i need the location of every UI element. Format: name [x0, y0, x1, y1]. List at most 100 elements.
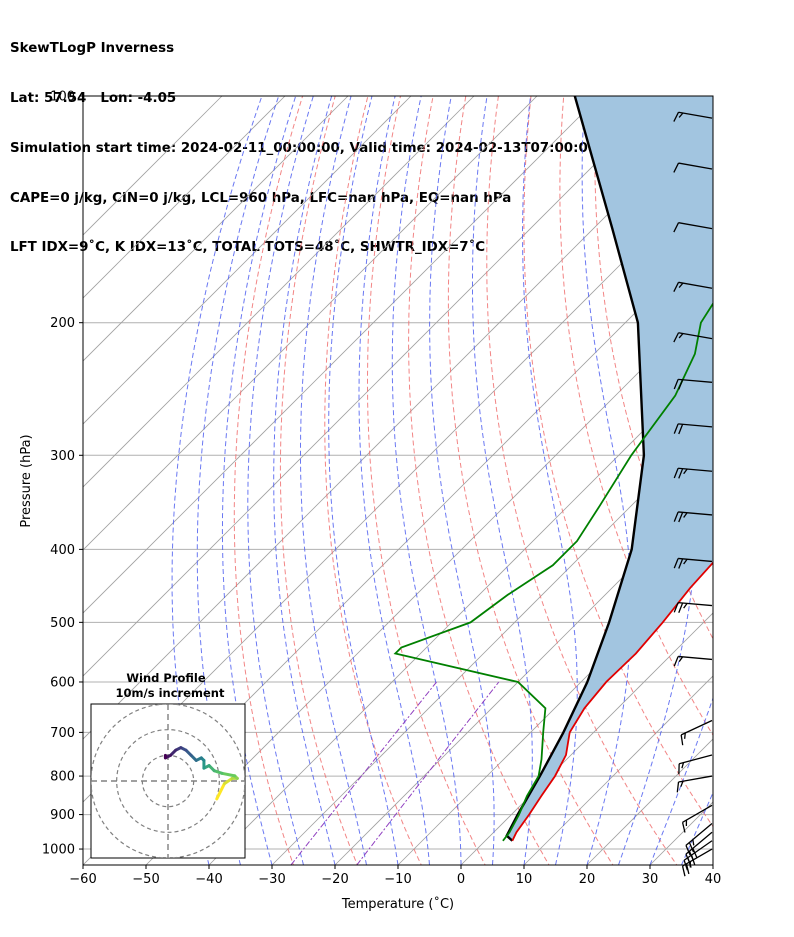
- wind-barb: [673, 423, 713, 435]
- moist-adiabat: [391, 96, 462, 865]
- wind-barbs: [673, 111, 713, 877]
- isotherm: [83, 96, 412, 425]
- y-tick-label: 900: [50, 808, 75, 823]
- hodograph-segment: [215, 782, 226, 801]
- x-tick-label: 0: [457, 872, 465, 887]
- isotherm: [208, 360, 713, 865]
- moist-adiabat: [273, 96, 336, 865]
- wind-barb: [681, 804, 713, 833]
- mixing-ratio-line: [356, 681, 500, 865]
- wind-barb: [673, 655, 713, 667]
- wind-barb: [685, 831, 713, 864]
- dry-adiabat: [758, 79, 794, 868]
- x-tick-label: −60: [69, 872, 96, 887]
- moist-adiabat: [522, 96, 578, 865]
- isotherm: [271, 423, 713, 865]
- simulation-times: Simulation start time: 2024-02-11_00:00:…: [10, 140, 621, 156]
- dry-adiabat: [523, 96, 713, 828]
- isotherm: [83, 96, 223, 236]
- wind-barb: [673, 281, 713, 292]
- profile-layer: [393, 96, 713, 842]
- y-tick-label: 400: [50, 543, 75, 558]
- dry-adiabat: [790, 79, 794, 868]
- dry-adiabat: [486, 96, 678, 865]
- axes: −60 −50 −40 −30 −20 −10 0 10 20 30 40 1000 900 800 700…: [42, 90, 721, 888]
- dry-adiabat: [559, 96, 713, 736]
- moist-adiabat: [618, 96, 698, 865]
- y-tick-label: 800: [50, 770, 75, 785]
- dry-adiabat: [447, 96, 614, 865]
- wind-barb: [673, 162, 713, 173]
- parcel-path-line: [505, 96, 646, 842]
- hodograph-title: Wind Profile: [126, 671, 206, 685]
- isotherm: [460, 612, 713, 865]
- temperature-line: [511, 561, 713, 842]
- y-tick-label: 100: [50, 90, 75, 105]
- wind-barb: [673, 378, 713, 390]
- wind-barb: [673, 467, 713, 479]
- y-tick-label: 200: [50, 316, 75, 331]
- x-tick-label: −30: [258, 872, 285, 887]
- moist-adiabat: [712, 863, 713, 865]
- moist-adiabat: [300, 96, 367, 865]
- wind-barb: [673, 601, 713, 613]
- hodograph-plot: [91, 704, 245, 858]
- moist-adiabat: [171, 96, 263, 865]
- wind-barb: [673, 511, 713, 523]
- dry-adiabat: [726, 79, 794, 868]
- stability-indices: LFT IDX=9˚C, K IDX=13˚C, TOTAL TOTS=48˚C…: [10, 240, 486, 256]
- isotherm: [83, 96, 349, 362]
- y-axis-label: Pressure (hPa): [19, 434, 34, 527]
- x-tick-label: 20: [579, 872, 596, 887]
- isotherm: [83, 96, 601, 614]
- background-lines: [83, 79, 794, 868]
- hodograph-segment: [222, 776, 234, 786]
- moist-adiabat: [429, 96, 495, 865]
- x-tick-label: 30: [642, 872, 659, 887]
- x-tick-label: −40: [195, 872, 222, 887]
- moist-adiabat: [681, 791, 713, 865]
- isotherm: [334, 486, 713, 865]
- dry-adiabat: [324, 96, 422, 865]
- isotherm: [145, 297, 713, 865]
- moist-adiabat: [472, 96, 533, 865]
- isotherm: [83, 96, 664, 677]
- isotherm: [83, 96, 538, 551]
- dry-adiabat: [594, 96, 713, 640]
- isotherm: [83, 96, 286, 299]
- y-tick-label: 600: [50, 675, 75, 690]
- wind-barb: [685, 823, 713, 856]
- station-title: SkewTLogP Inverness: [10, 41, 175, 57]
- y-tick-label: 700: [50, 726, 75, 741]
- wind-barb: [678, 754, 713, 775]
- x-tick-label: −50: [132, 872, 159, 887]
- x-axis-label: Temperature (˚C): [341, 896, 454, 912]
- isotherm: [397, 549, 713, 865]
- mixing-ratio-line: [290, 681, 437, 865]
- hodograph-segment: [220, 771, 237, 778]
- chart-header: SkewTLogP Inverness Lat: 57.54 Lon: -4.0…: [10, 8, 621, 274]
- wind-barb: [676, 775, 713, 793]
- cin-area: [506, 96, 713, 841]
- x-tick-label: −20: [321, 872, 348, 887]
- x-tick-label: −10: [384, 872, 411, 887]
- isotherm: [712, 864, 713, 865]
- y-tick-label: 1000: [42, 843, 75, 858]
- isotherm: [83, 108, 713, 740]
- wind-barb: [673, 111, 713, 122]
- moist-adiabat: [581, 96, 632, 865]
- moist-adiabat: [221, 96, 297, 865]
- hodograph-subtitle: 10m/s increment: [116, 686, 225, 700]
- dry-adiabat: [279, 96, 358, 865]
- dry-adiabat: [367, 96, 486, 865]
- dry-adiabat: [233, 96, 304, 865]
- moist-adiabat: [328, 96, 399, 865]
- station-coordinates: Lat: 57.54 Lon: -4.05: [10, 90, 177, 106]
- y-tick-label: 500: [50, 616, 75, 631]
- wind-barb: [673, 222, 713, 233]
- moist-adiabat: [358, 96, 430, 865]
- isotherm: [523, 675, 713, 865]
- wind-barb: [673, 332, 713, 343]
